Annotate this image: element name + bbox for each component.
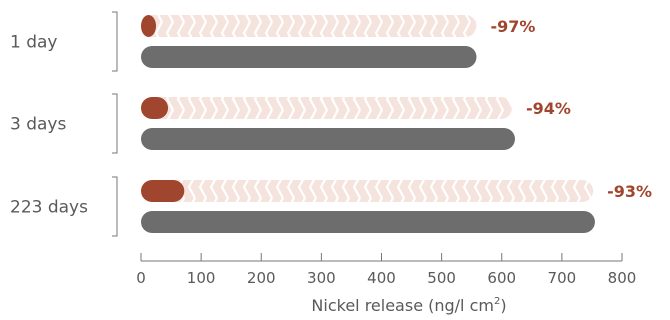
x-tick-label-700: 700: [548, 269, 577, 287]
x-tick-label-600: 600: [487, 269, 516, 287]
x-axis-label-superscript: 2: [494, 296, 500, 307]
x-tick-label-800: 800: [608, 269, 637, 287]
bracket-1: [112, 11, 118, 72]
bar-gray-1: [141, 46, 477, 68]
bracket-3: [112, 176, 118, 237]
category-label-2: 3 days: [10, 115, 66, 135]
bars-layer: [141, 15, 595, 233]
reduction-label-3: -93%: [607, 182, 652, 201]
x-axis-label-main: Nickel release (ng/l cm: [311, 296, 494, 315]
category-labels: 1 day 3 days 223 days: [10, 33, 88, 218]
category-label-1: 1 day: [10, 33, 58, 53]
category-brackets: [112, 11, 118, 237]
reduction-label-1: -97%: [490, 17, 535, 36]
x-tick-label-200: 200: [247, 269, 276, 287]
bar-pattern-2: [141, 97, 512, 119]
bar-pattern-3: [141, 180, 594, 202]
bar-red-3: [141, 180, 185, 202]
x-tick-label-0: 0: [136, 269, 146, 287]
reduction-labels: -97% -94% -93%: [490, 17, 652, 201]
bar-pattern-1: [141, 15, 477, 37]
x-tick-label-100: 100: [187, 269, 216, 287]
x-tick-label-500: 500: [427, 269, 456, 287]
x-axis-label-suffix: ): [500, 296, 506, 315]
x-axis-label: Nickel release (ng/l cm2): [311, 296, 506, 315]
bar-red-2: [141, 97, 169, 119]
bar-red-1: [141, 15, 157, 37]
x-tick-label-300: 300: [307, 269, 336, 287]
bar-gray-3: [141, 211, 595, 233]
x-tick-label-400: 400: [367, 269, 396, 287]
x-axis: 0 100 200 300 400 500 600 700 800: [136, 253, 636, 287]
bracket-2: [112, 93, 118, 154]
bar-gray-2: [141, 128, 515, 150]
reduction-label-2: -94%: [526, 99, 571, 118]
category-label-3: 223 days: [10, 198, 88, 218]
